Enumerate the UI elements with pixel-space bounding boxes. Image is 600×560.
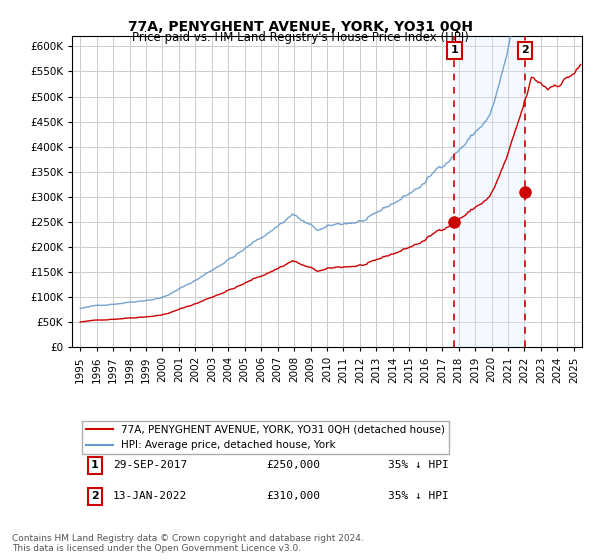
Text: Contains HM Land Registry data © Crown copyright and database right 2024.
This d: Contains HM Land Registry data © Crown c…	[12, 534, 364, 553]
Bar	[454, 36, 525, 347]
Text: 35% ↓ HPI: 35% ↓ HPI	[388, 460, 449, 470]
Text: 1: 1	[91, 460, 99, 470]
Text: Price paid vs. HM Land Registry's House Price Index (HPI): Price paid vs. HM Land Registry's House …	[131, 31, 469, 44]
Text: 35% ↓ HPI: 35% ↓ HPI	[388, 491, 449, 501]
Text: £250,000: £250,000	[266, 460, 320, 470]
Text: 1: 1	[451, 45, 458, 55]
Text: 77A, PENYGHENT AVENUE, YORK, YO31 0QH: 77A, PENYGHENT AVENUE, YORK, YO31 0QH	[128, 20, 473, 34]
Text: 2: 2	[521, 45, 529, 55]
Text: 2: 2	[91, 491, 99, 501]
Text: 29-SEP-2017: 29-SEP-2017	[113, 460, 187, 470]
Legend: 77A, PENYGHENT AVENUE, YORK, YO31 0QH (detached house), HPI: Average price, deta: 77A, PENYGHENT AVENUE, YORK, YO31 0QH (d…	[82, 421, 449, 454]
Text: £310,000: £310,000	[266, 491, 320, 501]
Text: 13-JAN-2022: 13-JAN-2022	[113, 491, 187, 501]
